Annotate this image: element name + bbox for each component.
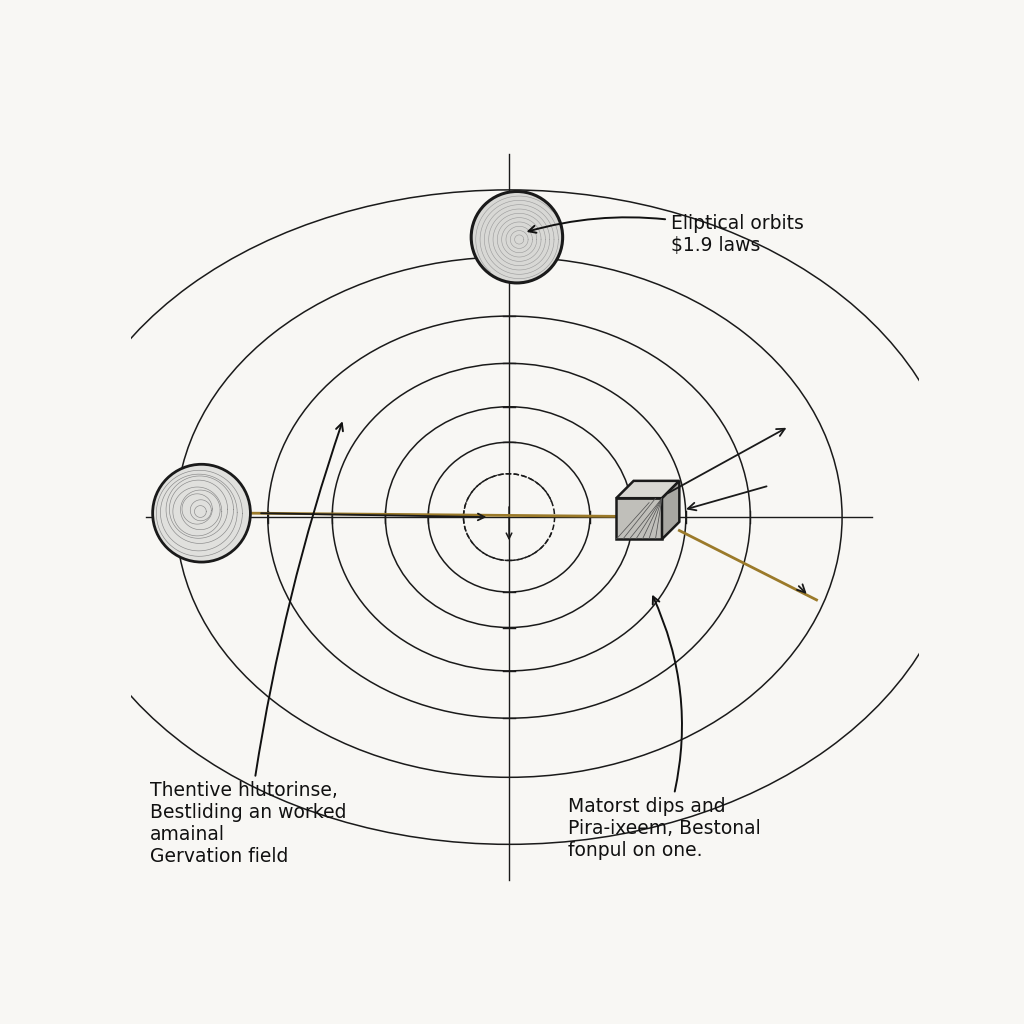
Text: Thentive hlutorinse,
Bestliding an worked
amainal
Gervation field: Thentive hlutorinse, Bestliding an worke…	[151, 423, 347, 866]
Text: Eliptical orbits
$1.9 laws: Eliptical orbits $1.9 laws	[528, 214, 804, 255]
Polygon shape	[616, 481, 679, 499]
FancyBboxPatch shape	[616, 499, 662, 540]
Text: Matorst dips and
Pira-ixeem, Bestonal
fonpul on one.: Matorst dips and Pira-ixeem, Bestonal fo…	[568, 597, 761, 860]
Circle shape	[153, 464, 251, 562]
Polygon shape	[662, 481, 679, 540]
Circle shape	[471, 191, 562, 283]
